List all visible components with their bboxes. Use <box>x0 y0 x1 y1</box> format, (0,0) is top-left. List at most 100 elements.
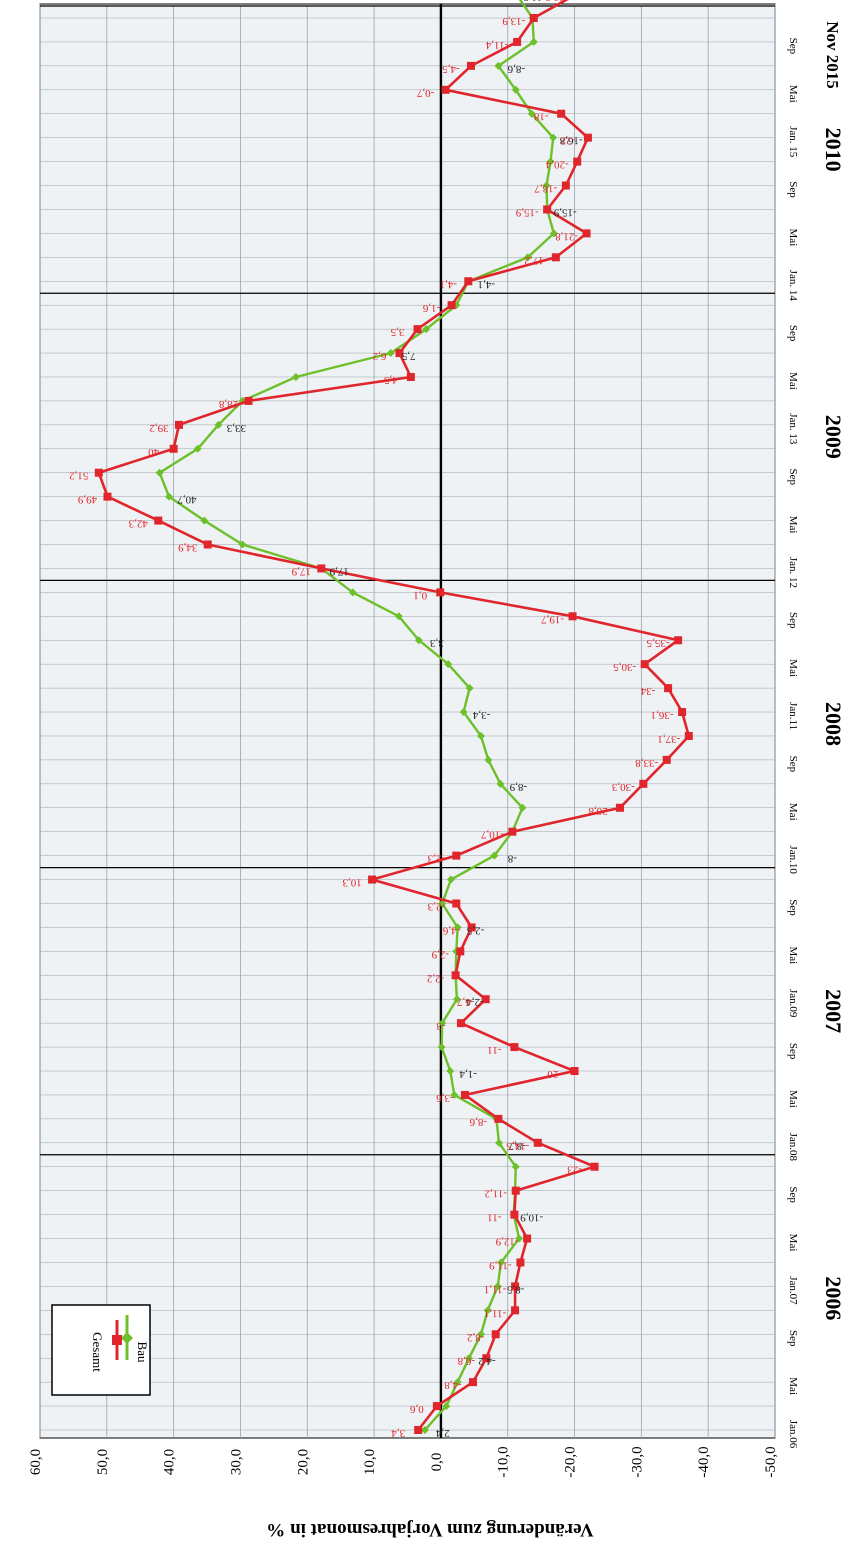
gesamt-marker <box>511 1162 520 1171</box>
bau-marker <box>244 396 253 405</box>
gesamt-value-label: -8 <box>507 853 517 865</box>
gesamt-marker <box>438 1019 447 1028</box>
gesamt-value-label: -16,8 <box>559 135 582 147</box>
bau-value-label: -15,9 <box>515 206 538 218</box>
gesamt-value-label: -8,5 <box>507 1283 525 1295</box>
axis-text: 60,0 50,0 40,0 30,0 20,0 10,0 0,0 -10,0 -20,0 -30… <box>28 21 846 1540</box>
gesamt-value-label: 17,9 <box>329 565 349 577</box>
bau-marker <box>447 301 456 310</box>
gesamt-value-label: -10,9 <box>520 1212 543 1224</box>
gesamt-marker <box>420 1426 429 1434</box>
bau-marker <box>568 612 577 621</box>
month-tick-label: Jan.11 <box>787 702 799 730</box>
bau-value-label: -17,2 <box>524 254 547 266</box>
bau-marker <box>464 277 473 286</box>
bau-marker <box>573 157 582 166</box>
month-tick-label: Mai <box>787 372 799 390</box>
bau-marker <box>664 684 673 693</box>
year-label: 2006 <box>821 1276 846 1320</box>
year-label: 2009 <box>821 415 846 459</box>
bau-value-label: -33,8 <box>635 757 658 769</box>
bau-marker <box>510 1210 519 1219</box>
gesamt-marker <box>529 37 538 46</box>
bau-value-label: -20,4 <box>545 159 568 171</box>
gesamt-value-label: -8,6 <box>507 63 525 75</box>
month-tick-label: Jan.10 <box>787 845 799 874</box>
bau-marker <box>529 14 538 22</box>
value-tick-label: 60,0 <box>28 1449 44 1475</box>
bau-value-label: -11,4 <box>485 39 508 51</box>
bau-marker <box>615 803 624 812</box>
bau-value-label: 0,6 <box>410 1403 424 1415</box>
month-tick-label: Sep <box>787 612 799 629</box>
bau-value-label: -12,9 <box>495 1236 518 1248</box>
bau-marker <box>513 37 522 46</box>
bau-value-label: -35,5 <box>646 637 669 649</box>
bau-value-label: -2,2 <box>427 972 444 984</box>
legend-bau-marker <box>112 1335 122 1345</box>
bau-marker <box>413 325 422 334</box>
gesamt-value-label: -4,2 <box>478 1355 495 1367</box>
bau-marker <box>414 1426 423 1434</box>
bau-marker <box>452 899 461 908</box>
month-tick-label: Mai <box>787 85 799 103</box>
bau-value-label: 3,5 <box>390 326 404 338</box>
bau-value-label: -3 <box>436 1020 446 1032</box>
gesamt-marker <box>214 420 223 429</box>
value-tick-label: 10,0 <box>362 1449 378 1475</box>
bau-marker <box>508 827 517 836</box>
year-label: 2008 <box>821 702 846 746</box>
gesamt-marker <box>437 1043 446 1052</box>
corner-label: Nov 2015 <box>823 21 842 89</box>
bau-marker <box>590 1162 599 1171</box>
bau-value-label: -4,1 <box>440 278 457 290</box>
value-tick-label: -30,0 <box>629 1446 645 1477</box>
gesamt-marker <box>484 755 493 764</box>
bau-marker <box>583 133 592 142</box>
bau-value-label: -13,9 <box>502 15 525 27</box>
bau-marker <box>468 1378 477 1387</box>
month-tick-label: Mai <box>787 229 799 247</box>
bau-value-label: -22 <box>561 135 576 147</box>
bau-marker <box>570 1067 579 1076</box>
gesamt-marker <box>442 1402 451 1411</box>
bau-marker <box>640 660 649 669</box>
bau-value-label: 3,4 <box>391 1427 405 1439</box>
bau-value-label: -3,6 <box>436 1092 454 1104</box>
bau-value-label: -11,1 <box>484 1283 507 1295</box>
bau-value-label: -20,3 <box>545 0 568 3</box>
gesamt-value-label: 40,7 <box>177 494 197 506</box>
month-tick-label: Sep <box>787 899 799 916</box>
bau-marker <box>436 588 445 597</box>
gesamt-marker <box>164 492 173 501</box>
gesamt-value-label: -8,9 <box>509 781 527 793</box>
gesamt-marker <box>542 181 551 190</box>
month-tick-label: Mai <box>787 946 799 964</box>
month-tick-label: Sep <box>787 325 799 342</box>
gesamt-value-label: -11,3 <box>523 0 546 3</box>
bau-value-label: 51,2 <box>69 470 88 482</box>
bau-marker <box>467 923 476 932</box>
bau-value-label: 34,9 <box>178 542 198 554</box>
month-tick-label: Mai <box>787 803 799 821</box>
bau-marker <box>543 205 552 214</box>
value-tick-label: 40,0 <box>162 1449 178 1475</box>
bau-value-label: 0,1 <box>413 589 427 601</box>
bau-marker <box>432 1402 441 1411</box>
bau-value-label: -11,9 <box>489 1259 512 1271</box>
bau-marker <box>174 420 183 429</box>
bau-value-label: -4,6 <box>442 924 460 936</box>
bau-marker <box>169 444 178 453</box>
gesamt-marker <box>497 1258 506 1267</box>
bau-value-label: -21,8 <box>555 230 578 242</box>
bau-value-label: -4,8 <box>444 1379 462 1391</box>
gesamt-value-label: -8,7 <box>508 1140 526 1152</box>
gesamt-value-label: 33,3 <box>226 422 246 434</box>
gesamt-marker <box>452 995 461 1004</box>
bau-value-label: -18,7 <box>534 183 557 195</box>
series-line-bau <box>97 0 691 1431</box>
bau-value-label: -2,3 <box>427 853 445 865</box>
month-tick-label: Mai <box>787 1234 799 1252</box>
grid-lines <box>39 4 776 1438</box>
